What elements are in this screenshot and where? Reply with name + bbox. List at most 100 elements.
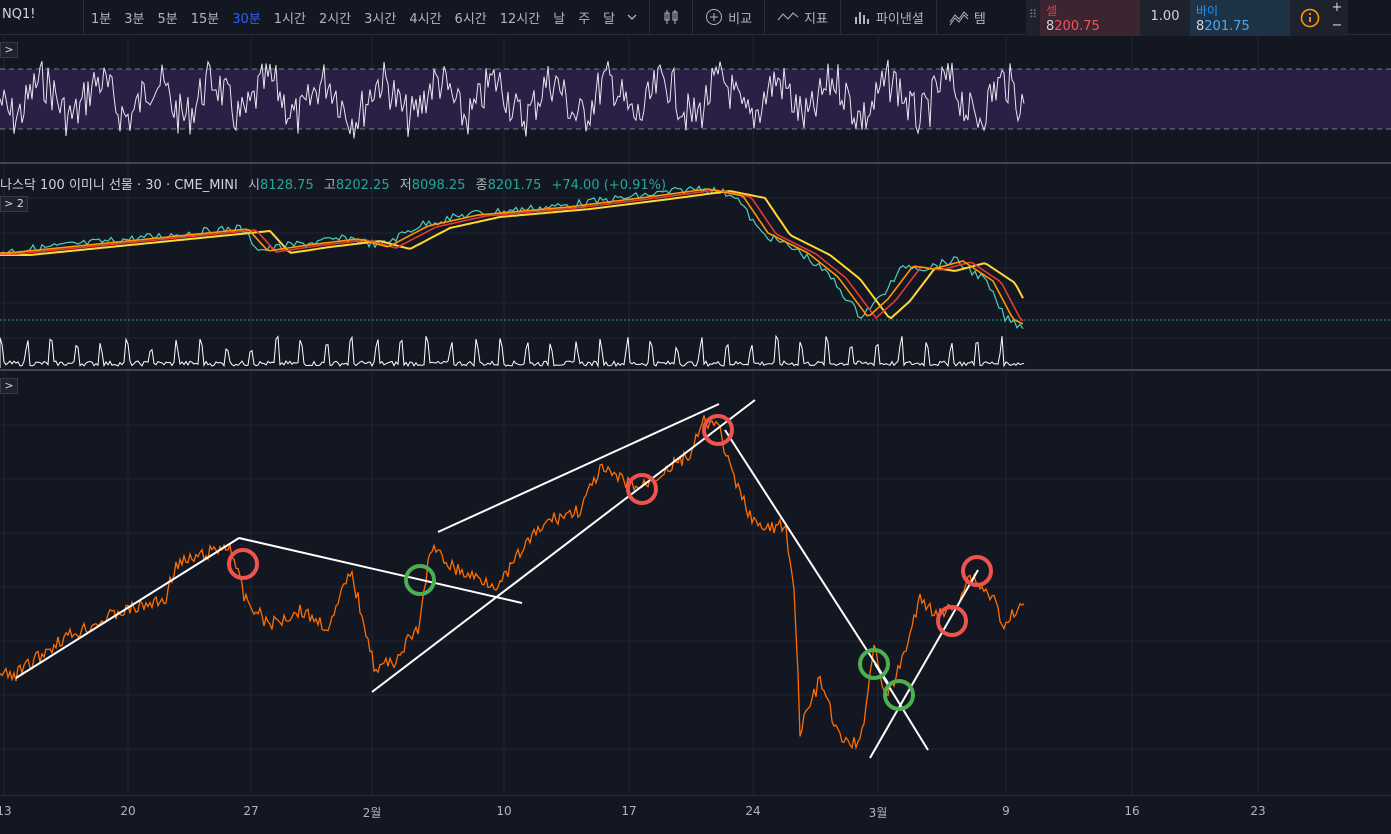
buy-signal-circle[interactable] xyxy=(404,564,436,596)
interval-3m[interactable]: 3분 xyxy=(124,11,145,27)
price-candles xyxy=(0,185,1024,330)
interval-1h[interactable]: 1시간 xyxy=(273,11,306,27)
buy-button[interactable]: 바이 8201.75 xyxy=(1190,0,1290,36)
interval-4h[interactable]: 4시간 xyxy=(409,11,442,27)
moving-average-slow xyxy=(0,190,1024,320)
bar-chart-icon xyxy=(854,12,869,24)
interval-week[interactable]: 주 xyxy=(578,11,591,27)
legend-close-label: 종 xyxy=(475,178,488,193)
templates-icon xyxy=(949,11,969,26)
chart-style-button[interactable] xyxy=(656,8,686,26)
sell-signal-circle[interactable] xyxy=(227,548,259,580)
quantity-field[interactable]: 1.00 xyxy=(1150,9,1180,24)
trade-panel: ⠿ 셀 8200.75 1.00 바이 8201.75 xyxy=(1026,0,1348,36)
time-axis-label: 24 xyxy=(745,804,761,818)
sell-price: 8200.75 xyxy=(1046,19,1100,34)
chevron-down-icon xyxy=(627,14,637,20)
indicator-wave-icon xyxy=(777,12,799,21)
chart-grid xyxy=(0,36,1391,795)
toolbar-divider xyxy=(839,0,841,34)
templates-button[interactable]: 템 xyxy=(943,8,992,27)
templates-label: 템 xyxy=(973,11,986,27)
info-icon xyxy=(1300,8,1320,28)
interval-5m[interactable]: 5분 xyxy=(157,11,178,27)
legend-open-label: 시 xyxy=(247,178,260,193)
time-axis-label: 2월 xyxy=(362,806,382,820)
chart-canvas[interactable] xyxy=(0,0,1391,795)
buy-signal-circle[interactable] xyxy=(883,679,915,711)
interval-6h[interactable]: 6시간 xyxy=(454,11,487,27)
interval-day[interactable]: 날 xyxy=(553,11,566,27)
financials-button[interactable]: 파이낸셜 xyxy=(847,8,930,27)
trendline[interactable] xyxy=(238,537,523,604)
legend-open-value: 8128.75 xyxy=(259,178,314,193)
trendline[interactable] xyxy=(869,569,979,759)
financials-label: 파이낸셜 xyxy=(875,11,924,27)
time-axis-label: 20 xyxy=(120,804,136,818)
sell-signal-circle[interactable] xyxy=(626,473,658,505)
symbol-legend: 나스닥 100 이미니 선물 · 30 · CME_MINI 시8128.75 … xyxy=(0,174,666,193)
sell-signal-circle[interactable] xyxy=(936,605,968,637)
interval-1m[interactable]: 1분 xyxy=(91,11,112,27)
plus-circle-icon xyxy=(706,9,723,25)
trendline[interactable] xyxy=(15,537,240,679)
legend-low-value: 8098.25 xyxy=(411,178,466,193)
legend-change-value: +74.00 (+0.91%) xyxy=(551,178,667,193)
time-axis-label: 9 xyxy=(1002,804,1010,818)
zoom-controls: + − xyxy=(1328,0,1346,36)
price-line-chart xyxy=(0,415,1025,751)
sell-signal-circle[interactable] xyxy=(961,555,993,587)
interval-month[interactable]: 달 xyxy=(603,11,616,27)
compare-label: 비교 xyxy=(728,11,753,27)
buy-price: 8201.75 xyxy=(1196,19,1250,34)
interval-30m[interactable]: 30분 xyxy=(232,11,261,27)
indicators-label: 지표 xyxy=(804,11,828,27)
moving-average-fast xyxy=(0,188,1024,325)
info-button[interactable] xyxy=(1290,0,1330,36)
interval-2h[interactable]: 2시간 xyxy=(318,11,352,27)
sell-signal-circle[interactable] xyxy=(702,414,734,446)
time-axis[interactable]: 13 20 27 2월 10 17 24 3월 9 16 23 xyxy=(0,795,1391,834)
oscillator-line xyxy=(0,59,1025,139)
volume-histogram xyxy=(0,334,1025,368)
trendline[interactable] xyxy=(724,429,889,684)
drag-handle-icon[interactable]: ⠿ xyxy=(1028,8,1038,21)
interval-dropdown-button[interactable] xyxy=(621,12,643,22)
signal-markers xyxy=(227,414,993,711)
compare-button[interactable]: 비교 xyxy=(699,8,758,27)
buy-signal-circle[interactable] xyxy=(858,648,890,680)
legend-close-value: 8201.75 xyxy=(487,178,542,193)
toolbar-divider xyxy=(692,0,694,34)
buy-label: 바이 xyxy=(1196,4,1219,18)
pane-collapse-toggle[interactable]: > xyxy=(0,378,18,394)
pane-collapse-toggle[interactable]: > xyxy=(0,42,18,58)
interval-3h[interactable]: 3시간 xyxy=(364,11,397,27)
sell-button[interactable]: 셀 8200.75 xyxy=(1040,0,1140,36)
interval-12h[interactable]: 12시간 xyxy=(499,11,541,27)
indicators-button[interactable]: 지표 xyxy=(771,8,834,27)
time-axis-label: 27 xyxy=(243,804,259,818)
pane-collapse-toggle[interactable]: > 2 xyxy=(0,196,28,212)
time-axis-label: 16 xyxy=(1124,804,1140,818)
toolbar-divider xyxy=(935,0,937,34)
toolbar-divider xyxy=(649,0,651,34)
time-axis-label: 3월 xyxy=(868,806,888,820)
legend-symbol-name[interactable]: 나스닥 100 이미니 선물 · 30 · CME_MINI xyxy=(0,178,238,193)
symbol-search[interactable]: NQ1! xyxy=(0,0,84,34)
zoom-in-button[interactable]: + xyxy=(1331,0,1343,15)
interval-15m[interactable]: 15분 xyxy=(190,11,220,27)
candles-icon xyxy=(664,10,678,24)
toolbar-divider xyxy=(764,0,766,34)
time-axis-label: 17 xyxy=(621,804,637,818)
trendline[interactable] xyxy=(437,403,720,533)
legend-high-label: 고 xyxy=(323,178,336,193)
legend-high-value: 8202.25 xyxy=(335,178,390,193)
trendline[interactable] xyxy=(371,399,756,693)
sell-label: 셀 xyxy=(1046,4,1058,18)
zoom-out-button[interactable]: − xyxy=(1331,18,1343,33)
time-axis-label: 13 xyxy=(0,804,12,818)
trendlines xyxy=(15,399,979,759)
legend-low-label: 저 xyxy=(399,178,412,193)
moving-average-mid xyxy=(0,189,1024,322)
time-axis-label: 10 xyxy=(496,804,512,818)
